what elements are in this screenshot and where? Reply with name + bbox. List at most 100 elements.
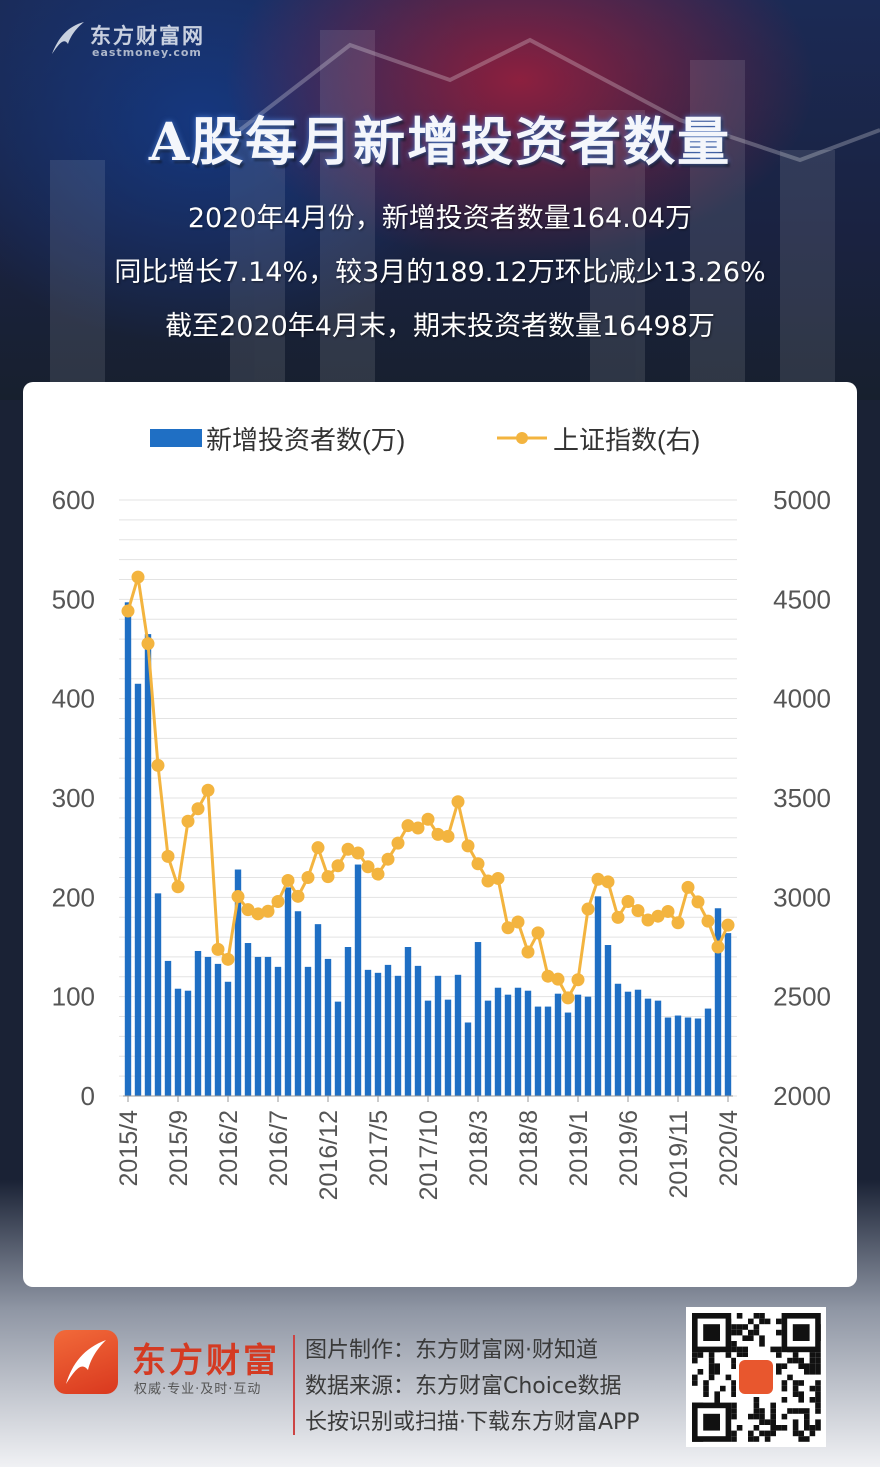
bar bbox=[454, 974, 462, 1096]
index-point bbox=[351, 846, 365, 860]
bar bbox=[674, 1015, 682, 1096]
bar bbox=[164, 960, 172, 1096]
brand-name: 东方财富网 bbox=[90, 24, 205, 48]
footer-brand: 东方财富 bbox=[132, 1341, 280, 1381]
footer-download: 长按识别或扫描·下载东方财富APP bbox=[305, 1410, 640, 1435]
bar bbox=[294, 911, 302, 1096]
bar bbox=[414, 965, 422, 1096]
index-point bbox=[261, 904, 275, 918]
footer-logo-icon bbox=[54, 1330, 118, 1394]
bar bbox=[374, 972, 382, 1096]
bar bbox=[344, 947, 352, 1096]
index-point bbox=[451, 795, 465, 809]
index-point bbox=[681, 880, 695, 894]
bar bbox=[604, 945, 612, 1096]
bar bbox=[564, 1012, 572, 1096]
index-point bbox=[711, 940, 725, 954]
y-axis-left: 0 100 200 300 400 500 600 bbox=[52, 485, 95, 1111]
legend-label-line: 上证指数(右) bbox=[553, 425, 700, 455]
bar bbox=[654, 1000, 662, 1096]
bar bbox=[444, 999, 452, 1096]
index-point bbox=[481, 874, 495, 888]
y-left-tick-label: 500 bbox=[52, 584, 95, 614]
y-left-tick-label: 100 bbox=[52, 982, 95, 1012]
index-point bbox=[251, 907, 265, 921]
index-point bbox=[161, 849, 175, 863]
y-right-tick-label: 3500 bbox=[773, 783, 831, 813]
bar bbox=[624, 991, 632, 1096]
index-point bbox=[121, 604, 135, 618]
index-point bbox=[531, 926, 545, 940]
index-point bbox=[661, 904, 675, 918]
y-right-tick-label: 2000 bbox=[773, 1081, 831, 1111]
bar bbox=[544, 1006, 552, 1096]
index-point bbox=[201, 783, 215, 797]
index-point bbox=[571, 973, 585, 987]
bar bbox=[244, 943, 252, 1096]
x-tick-label: 2019/11 bbox=[665, 1110, 693, 1199]
index-point bbox=[291, 889, 305, 903]
index-point bbox=[401, 819, 415, 833]
index-point bbox=[611, 910, 625, 924]
index-point bbox=[411, 821, 425, 835]
index-point bbox=[151, 758, 165, 772]
index-point bbox=[361, 860, 375, 874]
bar-series bbox=[124, 602, 732, 1096]
index-point bbox=[331, 859, 345, 873]
index-point bbox=[491, 871, 505, 885]
index-point bbox=[601, 875, 615, 889]
footer-slogan: 权威·专业·及时·互动 bbox=[134, 1382, 262, 1397]
bar bbox=[524, 990, 532, 1096]
index-point bbox=[591, 872, 605, 886]
combo-chart: 新增投资者数(万) 上证指数(右) 0 100 200 300 400 500 600 20… bbox=[52, 425, 831, 1200]
bar bbox=[144, 634, 152, 1096]
bar bbox=[584, 996, 592, 1096]
bar bbox=[204, 956, 212, 1096]
bar bbox=[354, 864, 362, 1096]
index-point bbox=[701, 914, 715, 928]
index-point bbox=[141, 637, 155, 651]
bar bbox=[464, 1022, 472, 1096]
index-line bbox=[126, 576, 730, 1001]
bar bbox=[364, 969, 372, 1096]
index-point bbox=[471, 857, 485, 871]
hero-background bbox=[0, 0, 880, 400]
index-point bbox=[641, 913, 655, 927]
index-point bbox=[541, 969, 555, 983]
y-left-tick-label: 300 bbox=[52, 783, 95, 813]
grid-lines bbox=[119, 499, 737, 1097]
x-tick-label: 2019/6 bbox=[615, 1110, 643, 1186]
index-point bbox=[441, 829, 455, 843]
index-point bbox=[321, 870, 335, 884]
x-tick-label: 2016/2 bbox=[215, 1110, 243, 1186]
qr-code[interactable] bbox=[686, 1307, 826, 1447]
index-point bbox=[241, 903, 255, 917]
y-right-tick-label: 5000 bbox=[773, 485, 831, 515]
index-point bbox=[341, 842, 355, 856]
x-tick-label: 2017/10 bbox=[415, 1110, 443, 1200]
bar bbox=[704, 1008, 712, 1096]
bar bbox=[224, 981, 232, 1096]
bar bbox=[264, 956, 272, 1096]
index-point bbox=[221, 952, 235, 966]
summary-line-1: 2020年4月份，新增投资者数量164.04万 bbox=[187, 203, 693, 234]
line-series bbox=[121, 570, 735, 1005]
chart-legend: 新增投资者数(万) 上证指数(右) bbox=[150, 425, 700, 455]
y-left-tick-label: 400 bbox=[52, 684, 95, 714]
bar bbox=[424, 1000, 432, 1096]
index-point bbox=[131, 570, 145, 584]
summary-line-3: 截至2020年4月末，期末投资者数量16498万 bbox=[165, 311, 715, 342]
bar bbox=[534, 1006, 542, 1096]
bar bbox=[614, 983, 622, 1096]
index-point bbox=[371, 867, 385, 881]
bar bbox=[514, 987, 522, 1096]
page-title: A股每月新增投资者数量 bbox=[148, 112, 732, 173]
index-point bbox=[311, 841, 325, 855]
index-point bbox=[171, 880, 185, 894]
index-point bbox=[631, 904, 645, 918]
brand-domain: eastmoney.com bbox=[92, 46, 202, 59]
x-tick-label: 2017/5 bbox=[365, 1110, 393, 1186]
bar bbox=[254, 956, 262, 1096]
y-left-tick-label: 200 bbox=[52, 882, 95, 912]
bar bbox=[594, 896, 602, 1096]
